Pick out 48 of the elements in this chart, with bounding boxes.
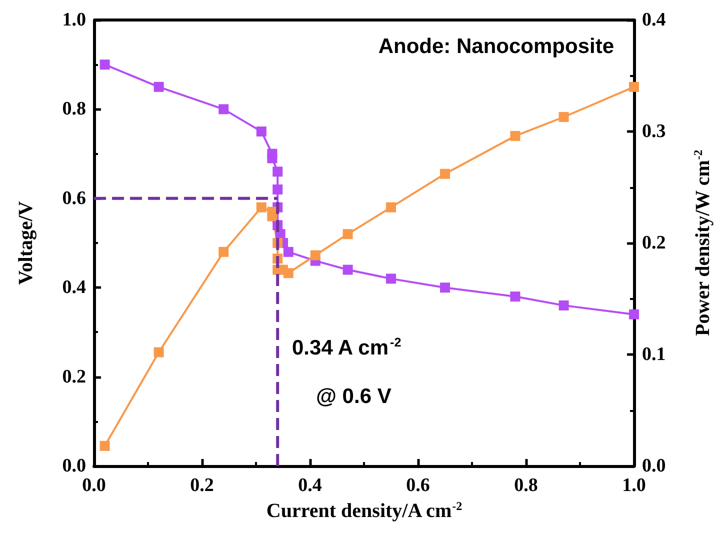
y-axis-title: Voltage/V: [15, 200, 37, 285]
y-tick-label: 0.0: [62, 456, 86, 476]
point: [256, 126, 266, 136]
y2-tick-label: 0.1: [642, 344, 666, 365]
point: [440, 282, 450, 293]
y-tick-label: 0.6: [62, 188, 86, 209]
point: [510, 292, 520, 302]
point: [440, 168, 450, 179]
point: [100, 440, 110, 451]
point: [629, 309, 639, 320]
y-tick-label: 0.4: [62, 277, 86, 298]
point: [342, 264, 353, 275]
point: [386, 202, 396, 212]
x-tick-label: 0.0: [82, 475, 106, 496]
y-tick-label: 1.0: [62, 10, 86, 30]
x-tick-label: 0.4: [298, 475, 322, 496]
point: [154, 82, 164, 92]
y-tick-label: 0.2: [62, 366, 86, 388]
point: [272, 166, 283, 177]
point: [310, 250, 320, 260]
point: [218, 246, 229, 257]
point: [558, 300, 569, 310]
point: [558, 112, 569, 122]
point: [342, 229, 353, 240]
point: [283, 246, 294, 257]
x-tick-label: 0.6: [406, 475, 430, 496]
point: [267, 153, 278, 164]
y2-axis-title: Power density/W cm-2: [691, 150, 714, 336]
y2-tick-label: 0.0: [642, 456, 666, 476]
x-tick-label: 0.2: [190, 475, 214, 496]
point: [100, 60, 110, 70]
point: [267, 211, 278, 222]
point: [256, 202, 266, 212]
point: [272, 184, 283, 194]
point: [218, 104, 229, 114]
x-tick-label: 0.8: [514, 475, 538, 496]
point: [510, 130, 520, 141]
x-tick-label: 1.0: [622, 475, 646, 496]
annotation: Anode: Nanocomposite: [378, 35, 614, 58]
y-tick-label: 0.8: [62, 98, 86, 120]
point: [154, 347, 164, 358]
point: [386, 274, 396, 284]
y2-tick-label: 0.3: [642, 121, 666, 142]
y2-tick-label: 0.2: [642, 232, 666, 254]
annotation: @ 0.6 V: [316, 385, 392, 408]
point: [629, 82, 639, 92]
point: [283, 268, 294, 278]
y2-tick-label: 0.4: [642, 10, 666, 30]
